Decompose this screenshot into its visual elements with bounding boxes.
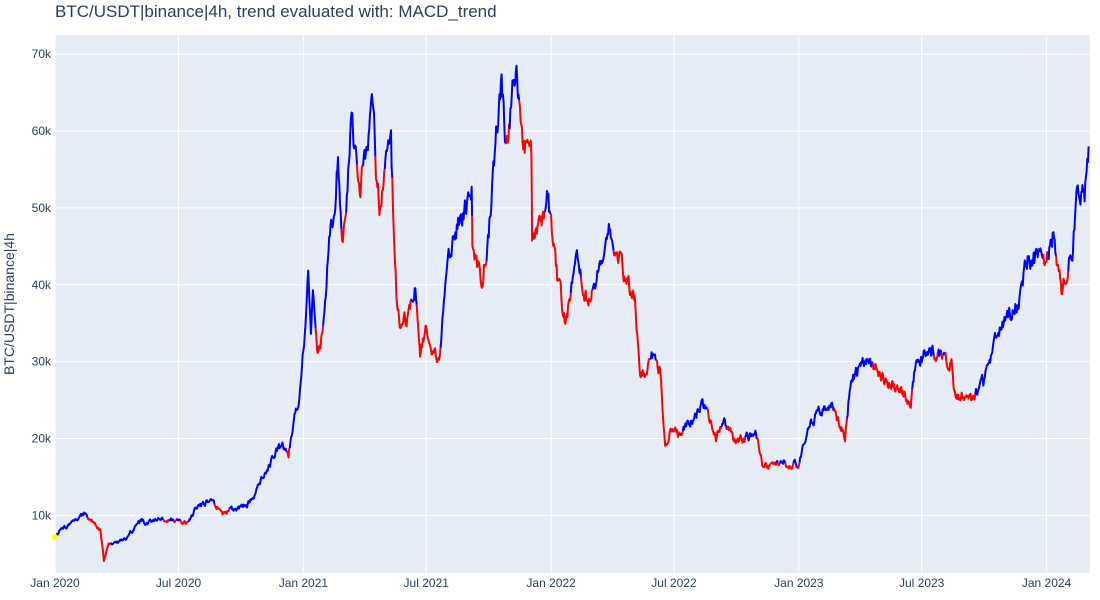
uptrend-segment bbox=[187, 498, 216, 523]
uptrend-segment bbox=[846, 356, 874, 419]
x-tick-label: Jan 2020 bbox=[30, 576, 80, 590]
y-tick-label: 70k bbox=[32, 47, 52, 61]
downtrend-segment bbox=[549, 213, 572, 325]
downtrend-segment bbox=[833, 407, 848, 443]
uptrend-segment bbox=[778, 459, 787, 465]
uptrend-segment bbox=[175, 518, 182, 522]
uptrend-segment bbox=[775, 460, 779, 464]
downtrend-segment bbox=[172, 519, 178, 524]
start-marker bbox=[52, 533, 58, 540]
uptrend-segment bbox=[55, 511, 89, 537]
x-tick-label: Jan 2021 bbox=[279, 576, 329, 590]
downtrend-segment bbox=[391, 178, 412, 329]
downtrend-segment bbox=[725, 425, 747, 445]
downtrend-segment bbox=[471, 216, 488, 289]
downtrend-segment bbox=[706, 408, 723, 443]
uptrend-segment bbox=[720, 417, 728, 430]
downtrend-segment bbox=[755, 437, 778, 470]
downtrend-segment bbox=[776, 462, 781, 467]
uptrend-segment bbox=[228, 441, 288, 512]
x-tick-label: Jul 2023 bbox=[899, 576, 945, 590]
uptrend-segment bbox=[911, 344, 935, 390]
uptrend-segment bbox=[544, 190, 552, 215]
downtrend-segment bbox=[944, 352, 977, 402]
y-tick-label: 30k bbox=[32, 355, 52, 369]
downtrend-segment bbox=[356, 163, 364, 199]
uptrend-segment bbox=[569, 249, 582, 294]
uptrend-segment bbox=[168, 517, 175, 522]
downtrend-segment bbox=[612, 250, 651, 379]
uptrend-segment bbox=[792, 458, 798, 469]
downtrend-segment bbox=[518, 100, 546, 242]
x-tick-label: Jan 2023 bbox=[774, 576, 824, 590]
y-tick-label: 20k bbox=[32, 432, 52, 446]
y-tick-label: 50k bbox=[32, 201, 52, 215]
chart-title: BTC/USDT|binance|4h, trend evaluated wit… bbox=[55, 2, 497, 21]
x-tick-label: Jan 2024 bbox=[1022, 576, 1072, 590]
downtrend-segment bbox=[162, 518, 171, 524]
y-axis-title: BTC/USDT|binance|4h bbox=[1, 233, 17, 375]
x-tick-label: Jul 2020 bbox=[156, 576, 202, 590]
uptrend-segment bbox=[744, 429, 758, 442]
uptrend-segment bbox=[681, 398, 709, 432]
downtrend-segment bbox=[655, 359, 684, 447]
downtrend-segment bbox=[415, 304, 442, 364]
y-tick-label: 10k bbox=[32, 508, 52, 522]
uptrend-segment bbox=[322, 156, 343, 326]
plot-background bbox=[55, 35, 1090, 573]
y-tick-label: 40k bbox=[32, 278, 52, 292]
uptrend-segment bbox=[288, 269, 317, 449]
uptrend-segment bbox=[362, 93, 377, 167]
uptrend-segment bbox=[1067, 146, 1090, 272]
x-tick-label: Jan 2022 bbox=[526, 576, 576, 590]
downtrend-segment bbox=[1055, 255, 1070, 296]
x-axis: Jan 2020 Jul 2020 Jan 2021 Jul 2021 Jan 2022… bbox=[30, 576, 1071, 590]
uptrend-segment bbox=[345, 111, 358, 213]
uptrend-segment bbox=[974, 247, 1045, 396]
downtrend-segment bbox=[784, 462, 795, 470]
y-axis: 10k 20k 30k 40k 50k 60k 70k bbox=[32, 47, 52, 522]
downtrend-segment bbox=[179, 520, 189, 526]
downtrend-segment bbox=[940, 352, 944, 360]
trend-layer bbox=[52, 64, 1090, 562]
uptrend-segment bbox=[1047, 231, 1058, 260]
x-tick-label: Jul 2022 bbox=[651, 576, 697, 590]
uptrend-segment bbox=[937, 348, 943, 357]
uptrend-segment bbox=[798, 401, 836, 463]
y-tick-label: 60k bbox=[32, 124, 52, 138]
downtrend-segment bbox=[314, 325, 325, 354]
downtrend-segment bbox=[86, 517, 112, 562]
uptrend-segment bbox=[383, 129, 394, 179]
uptrend-segment bbox=[409, 287, 418, 306]
downtrend-segment bbox=[796, 462, 801, 470]
uptrend-segment bbox=[485, 73, 506, 261]
downtrend-segment bbox=[340, 212, 348, 243]
uptrend-segment bbox=[109, 516, 165, 546]
x-tick-label: Jul 2021 bbox=[404, 576, 450, 590]
downtrend-segment bbox=[871, 363, 914, 409]
downtrend-segment bbox=[932, 351, 939, 363]
uptrend-segment bbox=[439, 185, 474, 349]
uptrend-segment bbox=[649, 351, 658, 361]
downtrend-segment bbox=[213, 503, 231, 516]
uptrend-segment bbox=[508, 64, 521, 130]
uptrend-segment bbox=[591, 222, 615, 291]
downtrend-segment bbox=[580, 276, 594, 307]
downtrend-segment bbox=[374, 156, 386, 216]
downtrend-segment bbox=[1042, 251, 1050, 267]
downtrend-segment bbox=[286, 447, 291, 459]
